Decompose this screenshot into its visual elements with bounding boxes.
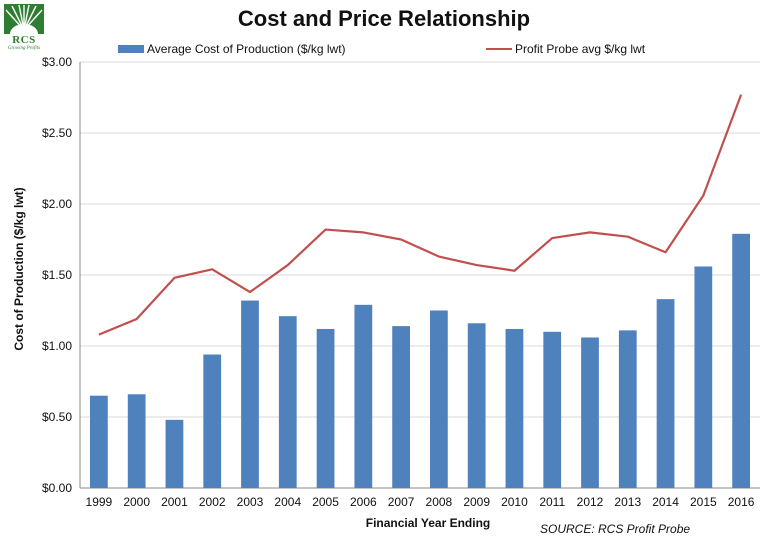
bar [354,304,373,488]
x-tick-label: 2002 [199,495,226,509]
bar [430,310,448,488]
series-line-profit-probe [98,94,743,336]
legend-label-price: Profit Probe avg $/kg lwt [515,42,646,56]
rcs-logo [2,2,46,54]
bar [581,337,599,488]
legend-item-price: Profit Probe avg $/kg lwt [486,42,645,56]
x-tick-label: 2010 [501,495,528,509]
logo-text: RCS [12,34,36,46]
x-tick-label: 2006 [350,495,377,509]
x-axis-label: Financial Year Ending [365,516,491,530]
y-tick-label: $0.50 [42,410,72,424]
x-tick-label: 2011 [539,495,565,509]
legend-label-cost: Average Cost of Production ($/kg lwt) [147,42,346,56]
x-tick-label: 2008 [426,495,453,509]
bar [618,330,637,488]
bar [543,331,562,488]
legend-item-cost: Average Cost of Production ($/kg lwt) [118,42,346,56]
bar [278,316,297,488]
x-tick-label: 2005 [312,495,339,509]
x-tick-label: 2001 [161,495,188,509]
bar [732,233,750,488]
bar [241,300,259,488]
x-tick-label: 2015 [690,495,717,509]
y-tick-label: $1.50 [42,268,72,282]
y-tick-label: $1.00 [42,339,72,353]
x-tick-label: 2009 [463,495,490,509]
x-tick-label: 1999 [86,495,113,509]
x-tick-label: 2000 [123,495,150,509]
bar [656,299,675,488]
y-tick-label: $2.00 [42,197,72,211]
bar [392,326,410,488]
bar [165,419,184,488]
bar [467,323,486,488]
bar [203,354,222,488]
x-tick-label: 2007 [388,495,415,509]
legend-swatch-bar [118,45,144,53]
legend-swatch-line [486,48,512,50]
x-tick-label: 2012 [577,495,604,509]
x-tick-label: 2014 [652,495,679,509]
sunrise-icon [4,4,44,34]
x-tick-label: 2016 [728,495,755,509]
y-tick-label: $2.50 [42,126,72,140]
logo-tagline: Growing Profits [7,46,41,51]
y-axis-label: Cost of Production ($/kg lwt) [12,187,26,351]
y-tick-label: $0.00 [42,481,72,495]
bar [505,328,524,488]
x-tick-label: 2004 [274,495,301,509]
bar [316,328,335,488]
x-tick-label: 2003 [237,495,264,509]
source-note: SOURCE: RCS Profit Probe [540,522,691,536]
bar [90,395,108,488]
bar [694,266,713,488]
x-tick-label: 2013 [614,495,641,509]
bar [127,394,146,488]
chart-title: Cost and Price Relationship [237,6,531,31]
y-tick-label: $3.00 [42,55,72,69]
